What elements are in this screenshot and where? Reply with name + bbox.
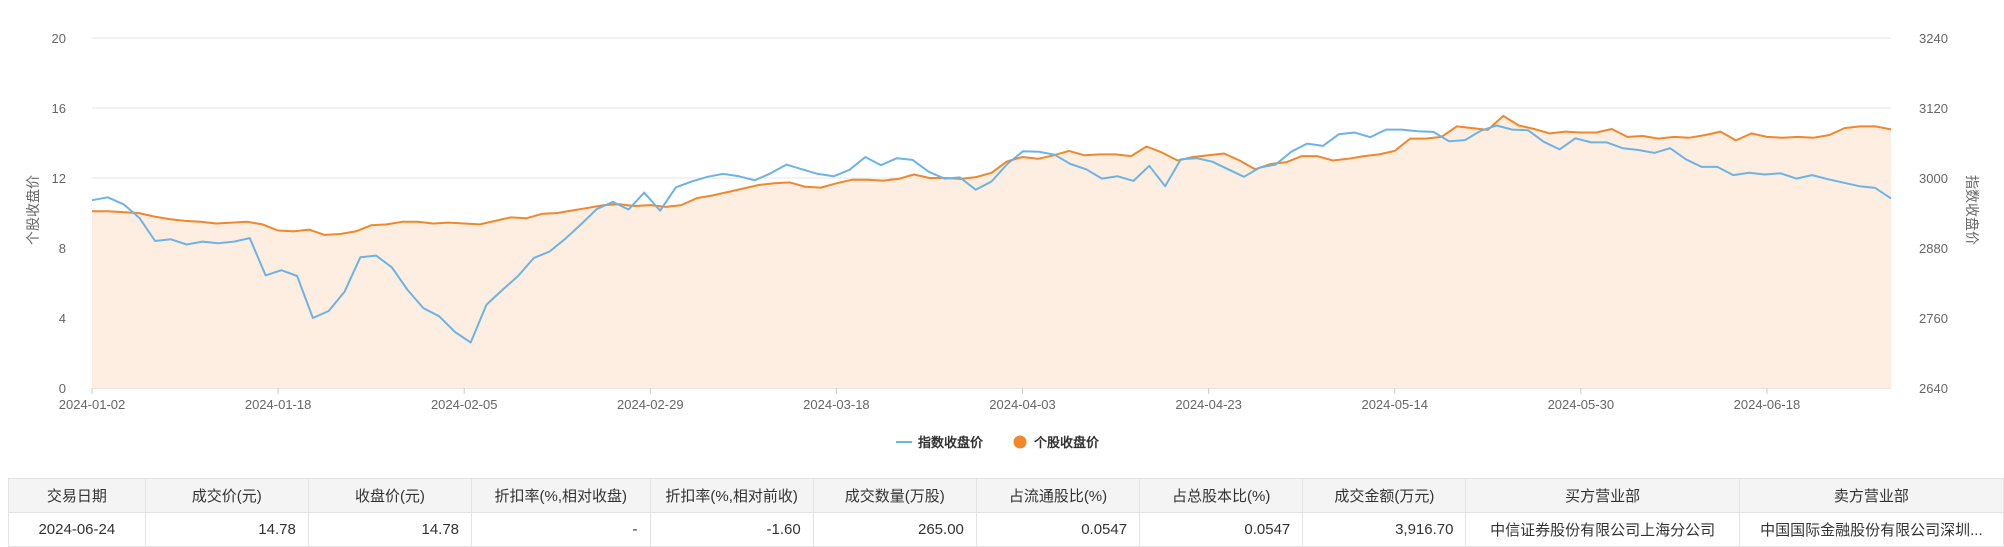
right-tick-label: 3120 <box>1919 101 1948 116</box>
right-axis-title: 指数收盘价 <box>1964 175 1980 245</box>
table-cell: 14.78 <box>144 512 309 547</box>
legend-item-index[interactable]: 指数收盘价 <box>896 435 984 450</box>
legend-dot-icon <box>1013 435 1027 449</box>
table-row: 2024-06-24 14.78 14.78- -1.60 265.00 0.0547 0.… <box>8 512 2004 547</box>
column-header: 成交数量(万股) <box>812 478 977 513</box>
block-trade-table: 交易日期 成交价(元) 收盘价(元) 折扣率(%,相对收盘) 折扣率(%,相对前收) 成交… <box>8 478 2004 547</box>
x-tick-label: 2024-05-30 <box>1548 397 1615 412</box>
table-header-row: 交易日期 成交价(元) 收盘价(元) 折扣率(%,相对收盘) 折扣率(%,相对前收) 成交… <box>8 478 2004 513</box>
x-tick-label: 2024-04-23 <box>1175 397 1242 412</box>
x-tick-label: 2024-03-18 <box>803 397 870 412</box>
table-cell: 0.0547 <box>975 512 1141 547</box>
left-tick-label: 0 <box>59 381 66 396</box>
legend-item-stock[interactable]: 个股收盘价 <box>1013 435 1101 450</box>
table-cell: 14.78 <box>307 512 473 547</box>
block-trade-table-container: 交易日期 成交价(元) 收盘价(元) 折扣率(%,相对收盘) 折扣率(%,相对前收) 成交… <box>8 478 2004 547</box>
legend-label: 指数收盘价 <box>918 435 984 450</box>
stock-price-area-fill <box>92 115 1891 389</box>
table-cell: 0.0547 <box>1139 512 1304 547</box>
column-header: 交易日期 <box>8 478 146 513</box>
legend-label: 个股收盘价 <box>1033 435 1100 450</box>
column-header: 买方营业部 <box>1465 478 1740 513</box>
dual-axis-line-chart: 0 4 8 12 16 20 2640 2760 2880 3000 3120 3240 2024-… <box>25 31 1980 450</box>
x-tick-label: 2024-05-14 <box>1361 397 1428 412</box>
stock-price-area <box>92 115 1891 389</box>
table-cell: 2024-06-24 <box>8 512 146 547</box>
left-tick-label: 8 <box>59 241 66 256</box>
right-tick-label: 2880 <box>1919 241 1948 256</box>
x-tick-label: 2024-04-03 <box>989 397 1056 412</box>
column-header: 成交价(元) <box>144 478 309 513</box>
legend[interactable]: 指数收盘价 个股收盘价 <box>896 435 1100 450</box>
table-cell: 265.00 <box>812 512 977 547</box>
left-axis-title: 个股收盘价 <box>25 175 41 245</box>
x-axis-ticks: 2024-01-02 2024-01-18 2024-02-05 2024-02-29… <box>59 388 1800 412</box>
right-tick-label: 3240 <box>1919 31 1948 46</box>
left-tick-label: 16 <box>52 101 66 116</box>
table-cell: -1.60 <box>649 512 814 547</box>
table-cell: 中信证券股份有限公司上海分公司 <box>1465 512 1740 547</box>
column-header: 折扣率(%,相对收盘) <box>471 478 651 513</box>
left-axis-ticks: 0 4 8 12 16 20 <box>52 31 66 396</box>
stock-price-line <box>92 114 1892 236</box>
table-cell: 3,916.70 <box>1302 512 1467 547</box>
x-tick-label: 2024-01-02 <box>59 397 126 412</box>
table-cell: 中国国际金融股份有限公司深圳... <box>1738 512 2004 547</box>
column-header: 收盘价(元) <box>307 478 473 513</box>
x-tick-label: 2024-02-29 <box>617 397 684 412</box>
series-lines <box>91 114 1892 344</box>
right-tick-label: 2760 <box>1919 311 1948 326</box>
column-header: 成交金额(万元) <box>1302 478 1467 513</box>
right-axis-ticks: 2640 2760 2880 3000 3120 3240 <box>1919 31 1948 396</box>
right-tick-label: 2640 <box>1919 381 1948 396</box>
index-price-line <box>91 124 1892 344</box>
column-header: 占流通股比(%) <box>975 478 1141 513</box>
table-cell: - <box>471 512 651 547</box>
right-tick-label: 3000 <box>1919 171 1948 186</box>
left-tick-label: 4 <box>59 311 66 326</box>
x-tick-label: 2024-01-18 <box>245 397 312 412</box>
table-body: 2024-06-24 14.78 14.78- -1.60 265.00 0.0547 0.… <box>8 512 2004 547</box>
left-tick-label: 12 <box>52 171 66 186</box>
column-header: 占总股本比(%) <box>1139 478 1304 513</box>
column-header: 折扣率(%,相对前收) <box>649 478 814 513</box>
x-tick-label: 2024-06-18 <box>1734 397 1801 412</box>
x-tick-label: 2024-02-05 <box>431 397 498 412</box>
column-header: 卖方营业部 <box>1738 478 2004 513</box>
left-tick-label: 20 <box>52 31 66 46</box>
